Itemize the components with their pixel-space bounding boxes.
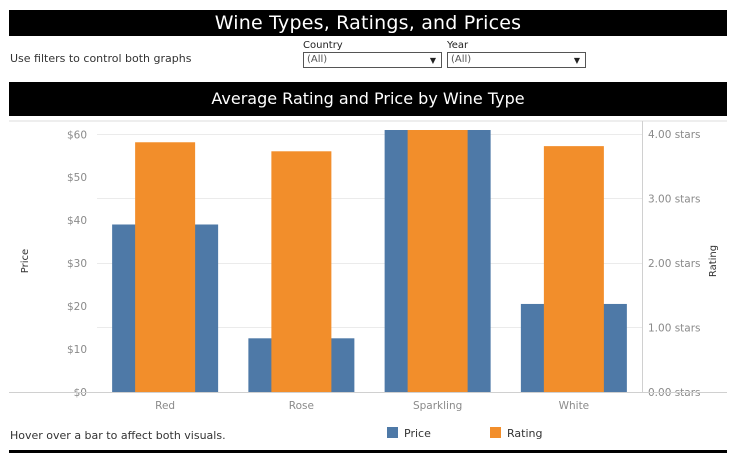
x-tick-label: Red (155, 400, 175, 412)
x-tick-label: Rose (289, 400, 314, 412)
year-select[interactable]: (All) ▼ (447, 52, 586, 68)
footer-hint: Hover over a bar to affect both visuals. (10, 429, 226, 442)
x-tick-label: White (559, 400, 590, 412)
chevron-down-icon: ▼ (573, 56, 580, 65)
chevron-down-icon: ▼ (429, 56, 436, 65)
country-filter-label: Country (303, 40, 343, 51)
country-filter: Country (All) ▼ (303, 40, 442, 68)
page-title: Wine Types, Ratings, and Prices (9, 10, 727, 36)
bottom-divider (9, 450, 727, 453)
year-filter: Year (All) ▼ (447, 40, 586, 68)
legend-label-rating: Rating (507, 427, 543, 440)
legend-label-price: Price (404, 427, 431, 440)
y2-tick-label: 1.00 stars (648, 322, 701, 334)
country-select-value: (All) (307, 54, 328, 65)
legend-swatch-price (387, 427, 398, 438)
y2-tick-label: 3.00 stars (648, 193, 701, 205)
y2-tick-label: 2.00 stars (648, 258, 701, 270)
y-tick-label: $50 (67, 172, 87, 184)
y-tick-label: $20 (67, 301, 87, 313)
chart-title: Average Rating and Price by Wine Type (9, 82, 727, 116)
bar-rating (135, 142, 196, 392)
year-select-value: (All) (451, 54, 472, 65)
y-tick-label: $10 (67, 344, 87, 356)
bar-rating (543, 146, 604, 392)
country-select[interactable]: (All) ▼ (303, 52, 442, 68)
x-tick-label: Sparkling (413, 400, 462, 412)
year-filter-label: Year (447, 40, 469, 51)
y-tick-label: $60 (67, 129, 87, 141)
legend-item-price[interactable]: Price (387, 427, 431, 440)
y-axis-title: Price (20, 249, 31, 273)
y2-axis-title: Rating (708, 245, 719, 277)
y-tick-label: $40 (67, 215, 87, 227)
bar-rating (271, 151, 332, 392)
filters-hint: Use filters to control both graphs (10, 52, 192, 65)
bar-rating (407, 130, 468, 392)
legend-item-rating[interactable]: Rating (490, 427, 542, 440)
y2-tick-label: 4.00 stars (648, 129, 701, 141)
y-tick-label: $30 (67, 258, 87, 270)
legend-swatch-rating (490, 427, 501, 438)
